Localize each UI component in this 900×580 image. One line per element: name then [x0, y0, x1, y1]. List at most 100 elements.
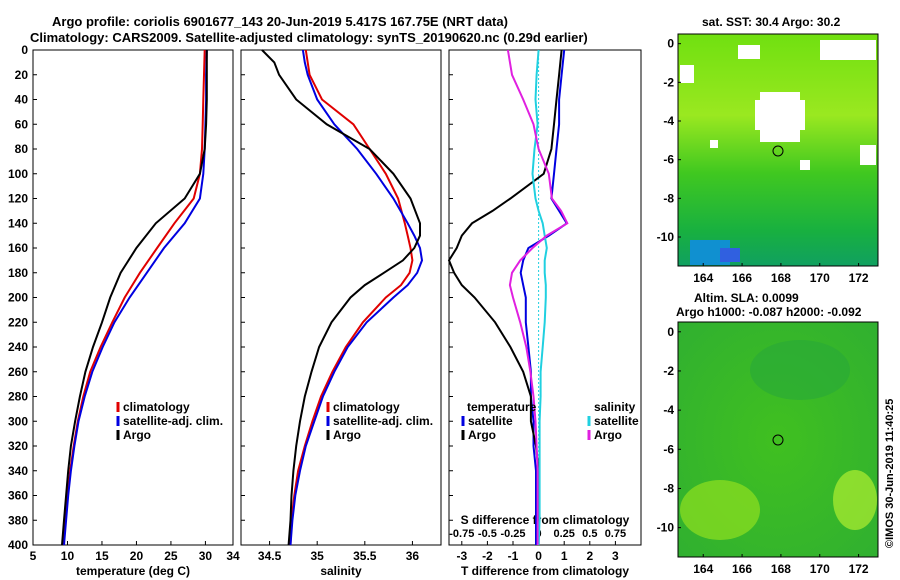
imos-watermark: ©IMOS 30-Jun-2019 11:40:25 [884, 399, 896, 548]
tdiff-xtick-label: 1 [561, 549, 568, 563]
depth-tick-label: 280 [8, 390, 28, 404]
salinity-legend-label: Argo [333, 428, 361, 442]
salinity-legend-label: satellite-adj. clim. [333, 414, 433, 428]
sst-map-xtick-label: 170 [810, 271, 830, 285]
difference-series-line [531, 49, 548, 546]
sst-cloud-gap [820, 40, 876, 60]
salinity-xtick-label: 35 [311, 549, 325, 563]
sla-map-xtick-label: 166 [732, 562, 752, 576]
tdiff-xtick-label: -3 [456, 549, 467, 563]
salinity-xtick-label: 35.5 [353, 549, 377, 563]
sst-map-frame [677, 33, 879, 267]
salinity-xtick-label: 34.5 [258, 549, 282, 563]
sdiff-legend-heading: salinity [594, 400, 636, 414]
sst-map-xtick-label: 164 [693, 271, 713, 285]
sst-cloud-gap [738, 45, 760, 59]
depth-tick-label: 160 [8, 241, 28, 255]
tdiff-xtick-label: 3 [612, 549, 619, 563]
sla-map-ytick-label: -4 [663, 403, 674, 417]
temperature-legend-label: satellite-adj. clim. [123, 414, 223, 428]
sdiff-xtick-label: 0.25 [553, 528, 574, 540]
sst-map-xtick-label: 172 [849, 271, 869, 285]
sla-argo-location-marker [772, 434, 784, 446]
temperature-legend-label: Argo [123, 428, 151, 442]
tdiff-xtick-label: 0 [535, 549, 542, 563]
temperature-xtick-label: 5 [30, 549, 37, 563]
sdiff-xtick-label: -0.5 [478, 528, 497, 540]
depth-tick-label: 300 [8, 414, 28, 428]
tdiff-xtick-label: 2 [586, 549, 593, 563]
title-line-2: Climatology: CARS2009. Satellite-adjuste… [30, 30, 588, 45]
temperature-xtick-label: 15 [95, 549, 109, 563]
sst-map-ytick-label: 0 [667, 37, 674, 51]
sla-map-subtitle: Argo h1000: -0.087 h2000: -0.092 [676, 305, 862, 319]
sst-map-xtick-label: 168 [771, 271, 791, 285]
sdiff-xtick-label: -0.75 [449, 528, 474, 540]
temperature-xtick-label: 34 [226, 549, 240, 563]
depth-tick-label: 360 [8, 489, 28, 503]
sla-map-xtick-label: 170 [810, 562, 830, 576]
tdiff-xlabel: T difference from climatology [461, 564, 629, 578]
sla-map-anomaly [750, 340, 850, 400]
sdiff-xtick-label: 0.5 [582, 528, 597, 540]
sst-map-ytick-label: -8 [663, 191, 674, 205]
sla-map-ytick-label: 0 [667, 325, 674, 339]
sla-map-anomaly [833, 470, 877, 530]
depth-tick-label: 20 [15, 68, 29, 82]
tdiff-legend-heading: temperature [467, 400, 537, 414]
sst-map-ytick-label: -10 [657, 230, 675, 244]
salinity-xlabel: salinity [320, 564, 362, 578]
sst-cloud-gap [755, 100, 805, 130]
sst-cloud-gap [860, 145, 876, 165]
depth-tick-label: 240 [8, 340, 28, 354]
depth-tick-label: 400 [8, 538, 28, 552]
tdiff-legend-label: satellite [468, 414, 513, 428]
temperature-series-line [61, 50, 208, 546]
depth-tick-label: 0 [21, 43, 28, 57]
salinity-legend-label: climatology [333, 400, 400, 414]
sla-map-xtick-label: 172 [849, 562, 869, 576]
sst-map-ytick-label: -4 [663, 114, 674, 128]
sst-map-title: sat. SST: 30.4 Argo: 30.2 [702, 15, 841, 29]
depth-tick-label: 220 [8, 315, 28, 329]
depth-tick-label: 340 [8, 464, 28, 478]
sla-map-xtick-label: 164 [693, 562, 713, 576]
temperature-series-line [62, 49, 206, 546]
depth-tick-label: 380 [8, 513, 28, 527]
sst-map-ytick-label: -6 [663, 153, 674, 167]
sdiff-xtick-label: -0.25 [500, 528, 525, 540]
temperature-xtick-label: 30 [199, 549, 213, 563]
sla-map-ytick-label: -10 [657, 521, 675, 535]
depth-tick-label: 260 [8, 365, 28, 379]
sdiff-legend-label: satellite [594, 414, 639, 428]
sst-cloud-gap [800, 160, 810, 170]
temperature-legend-label: climatology [123, 400, 190, 414]
depth-tick-label: 200 [8, 291, 28, 305]
depth-tick-label: 40 [15, 93, 29, 107]
depth-tick-label: 320 [8, 439, 28, 453]
sst-map-xtick-label: 166 [732, 271, 752, 285]
depth-tick-label: 120 [8, 192, 28, 206]
sdiff-legend-label: Argo [594, 428, 622, 442]
temperature-xlabel: temperature (deg C) [76, 564, 190, 578]
sst-cloud-gap [680, 65, 694, 83]
salinity-panel-frame [240, 49, 442, 546]
title-line-1: Argo profile: coriolis 6901677_143 20-Ju… [52, 14, 508, 29]
sdiff-xlabel: S difference from climatology [461, 513, 630, 527]
sdiff-xtick-label: 0.75 [605, 528, 626, 540]
salinity-xtick-label: 36 [406, 549, 420, 563]
tdiff-legend-label: Argo [468, 428, 496, 442]
difference-series-line [506, 49, 569, 545]
sst-map-cloud-gaps [680, 40, 876, 265]
sla-map-title: Altim. SLA: 0.0099 [694, 291, 799, 305]
depth-tick-label: 60 [15, 117, 29, 131]
temperature-series-line [63, 49, 208, 546]
depth-tick-label: 100 [8, 167, 28, 181]
tdiff-xtick-label: -2 [482, 549, 493, 563]
salinity-series-line [289, 49, 424, 546]
sst-cloud-gap [710, 140, 718, 148]
sla-map-xtick-label: 168 [771, 562, 791, 576]
salinity-series-line [261, 49, 421, 546]
depth-tick-label: 80 [15, 142, 29, 156]
